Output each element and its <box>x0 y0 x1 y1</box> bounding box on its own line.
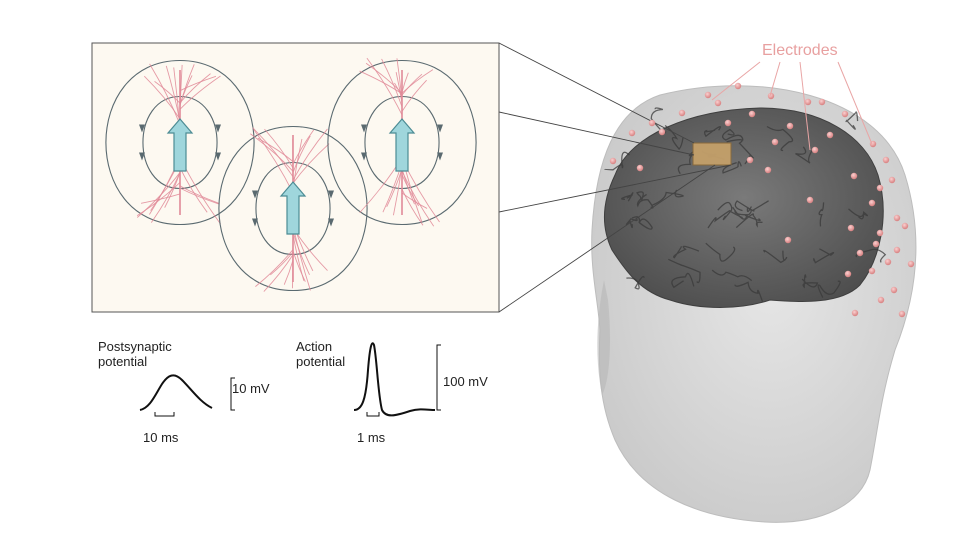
electrode-dot <box>848 225 854 231</box>
electrode-dot <box>807 197 813 203</box>
ap-time-bar <box>367 412 379 416</box>
cortex-patch <box>693 143 731 165</box>
electrode-dot <box>894 215 900 221</box>
electrode-dot <box>637 165 643 171</box>
electrode-dot <box>889 177 895 183</box>
electrode-dot <box>765 167 771 173</box>
electrode-dot <box>747 157 753 163</box>
electrode-dot <box>842 111 848 117</box>
electrode-dot <box>891 287 897 293</box>
electrodes-label: Electrodes <box>762 42 838 60</box>
electrode-dot <box>899 311 905 317</box>
electrode-dot <box>908 261 914 267</box>
ap-amplitude-bar <box>437 345 441 410</box>
electrode-dot <box>869 200 875 206</box>
electrode-dot <box>805 99 811 105</box>
electrode-dot <box>787 123 793 129</box>
electrode-dot <box>679 110 685 116</box>
electrode-dot <box>610 158 616 164</box>
psp-title-line2: potential <box>98 354 172 369</box>
electrode-dot <box>894 247 900 253</box>
psp-time-label: 10 ms <box>143 430 178 445</box>
electrode-dot <box>878 297 884 303</box>
psp-title: Postsynaptic potential <box>98 339 172 369</box>
electrode-dot <box>785 237 791 243</box>
electrode-dot <box>869 268 875 274</box>
inset-panel <box>92 43 499 312</box>
electrode-dot <box>749 111 755 117</box>
electrode-dot <box>629 130 635 136</box>
electrode-dot <box>715 100 721 106</box>
ap-title-line1: Action <box>296 339 345 354</box>
electrode-dot <box>772 139 778 145</box>
electrode-dot <box>812 147 818 153</box>
ap-title-line2: potential <box>296 354 345 369</box>
electrode-dot <box>649 120 655 126</box>
electrode-dot <box>735 83 741 89</box>
electrode-dot <box>659 129 665 135</box>
electrode-dot <box>827 132 833 138</box>
electrode-dot <box>885 259 891 265</box>
psp-title-line1: Postsynaptic <box>98 339 172 354</box>
psp-time-bar <box>155 412 174 416</box>
ap-waveform <box>354 343 435 415</box>
electrode-dot <box>845 271 851 277</box>
electrode-dot <box>877 185 883 191</box>
electrode-dot <box>819 99 825 105</box>
electrode-dot <box>877 230 883 236</box>
psp-waveform <box>140 375 212 410</box>
electrode-dot <box>883 157 889 163</box>
ap-amplitude-label: 100 mV <box>443 374 488 389</box>
electrode-dot <box>852 310 858 316</box>
ap-waveform-group <box>354 343 441 416</box>
psp-amplitude-label: 10 mV <box>232 381 270 396</box>
electrode-dot <box>873 241 879 247</box>
electrode-dot <box>705 92 711 98</box>
brain <box>604 108 885 308</box>
electrode-dot <box>851 173 857 179</box>
ap-time-label: 1 ms <box>357 430 385 445</box>
electrode-dot <box>857 250 863 256</box>
electrode-dot <box>725 120 731 126</box>
ap-title: Action potential <box>296 339 345 369</box>
psp-waveform-group <box>140 375 235 416</box>
electrode-dot <box>902 223 908 229</box>
